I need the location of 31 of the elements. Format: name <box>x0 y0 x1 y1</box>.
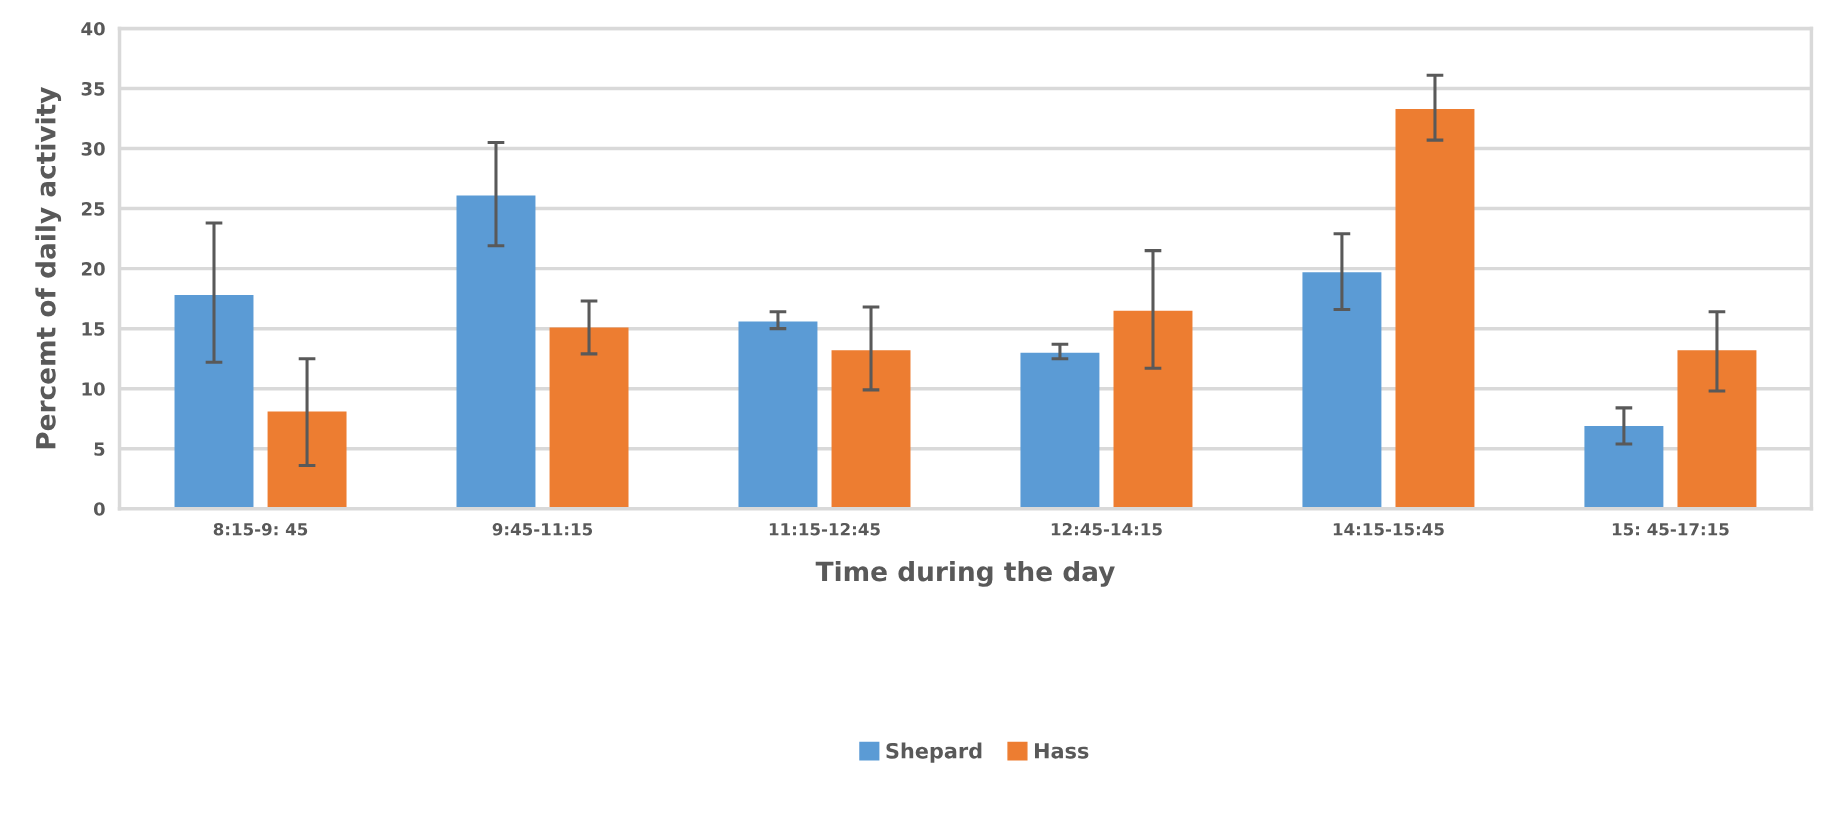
y-tick-label: 10 <box>82 382 105 396</box>
bar <box>738 321 818 509</box>
bar <box>1395 108 1475 509</box>
bar <box>1113 310 1193 509</box>
x-tick-label: 15: 45-17:15 <box>1612 523 1729 536</box>
x-axis-title: Time during the day <box>815 560 1115 587</box>
bar <box>456 195 536 509</box>
bar <box>174 295 254 509</box>
bar <box>267 411 347 509</box>
bar <box>1677 350 1757 509</box>
y-tick-label: 25 <box>81 202 105 216</box>
bar <box>1020 352 1100 509</box>
x-tick-label: 9:45-11:15 <box>492 522 593 536</box>
bar <box>1302 272 1382 509</box>
y-tick-label: 0 <box>93 502 105 516</box>
x-tick-label: 14:15-15:45 <box>1333 523 1444 536</box>
y-tick-label: 20 <box>81 262 105 276</box>
y-tick-label: 35 <box>81 81 105 96</box>
y-tick-label: 40 <box>81 21 105 36</box>
y-tick-label: 15 <box>82 322 105 336</box>
y-tick-label: 5 <box>94 442 105 456</box>
y-tick-label: 30 <box>81 142 105 156</box>
x-tick-label: 8:15-9: 45 <box>213 522 308 536</box>
y-axis-title: Percemt of daily activity <box>35 86 62 449</box>
x-tick-label: 11:15-12:45 <box>769 522 880 536</box>
legend-label: Hass <box>1035 743 1089 759</box>
bar <box>549 327 629 509</box>
legend-label: Shepard <box>886 742 982 763</box>
bar <box>831 350 911 509</box>
bar <box>1584 425 1664 509</box>
x-tick-label: 12:45-14:15 <box>1051 522 1162 536</box>
